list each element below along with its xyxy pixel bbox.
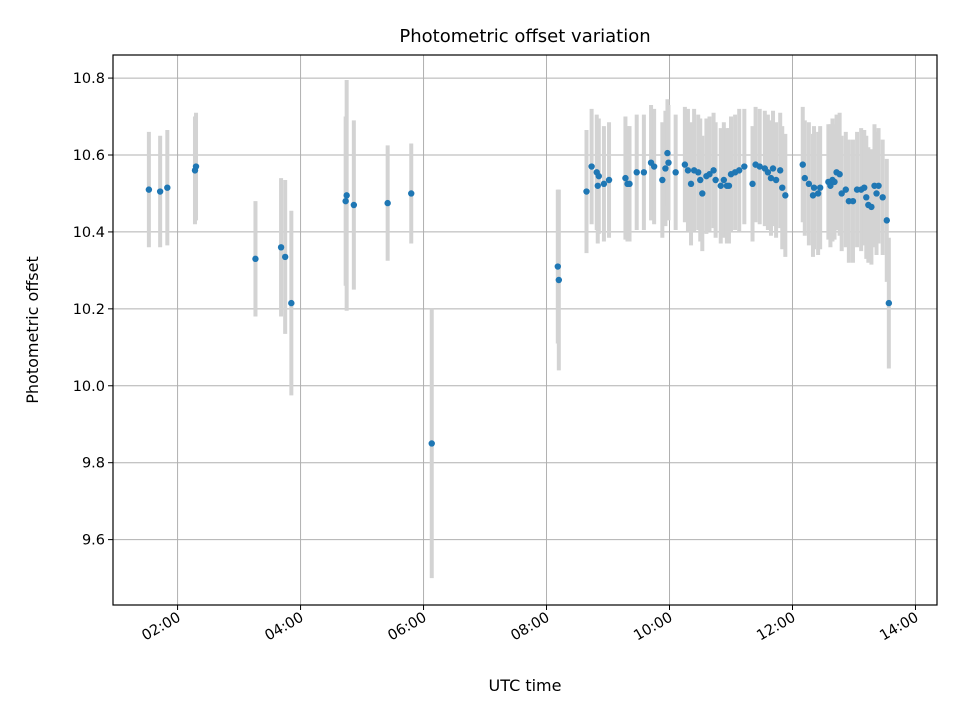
data-point xyxy=(720,176,728,184)
x-axis-label: UTC time xyxy=(489,676,562,695)
data-point xyxy=(801,174,808,182)
y-tick-label: 10.6 xyxy=(73,148,105,164)
data-point xyxy=(622,174,629,182)
data-point xyxy=(681,161,689,168)
data-point xyxy=(827,182,834,189)
chart-title: Photometric offset variation xyxy=(399,26,650,47)
data-point xyxy=(749,180,756,188)
data-point xyxy=(816,184,824,191)
y-tick-label: 10.8 xyxy=(73,71,105,87)
data-point xyxy=(767,174,775,182)
data-point xyxy=(782,192,789,199)
y-tick-label: 10.0 xyxy=(73,379,105,395)
data-point xyxy=(879,194,886,201)
data-point xyxy=(156,188,164,195)
data-point xyxy=(764,169,772,176)
data-point xyxy=(555,276,563,284)
data-point xyxy=(838,190,845,197)
data-point xyxy=(192,163,200,170)
data-point xyxy=(428,440,435,447)
data-point xyxy=(554,263,561,270)
data-point xyxy=(883,217,890,224)
data-point xyxy=(873,190,880,197)
data-point xyxy=(868,203,875,211)
data-point xyxy=(342,197,349,205)
data-point xyxy=(697,176,704,184)
data-point xyxy=(665,159,672,166)
data-point xyxy=(583,188,590,195)
y-tick-label: 9.6 xyxy=(82,533,105,549)
data-point xyxy=(626,180,633,188)
plot-frame xyxy=(112,54,938,606)
data-point xyxy=(735,167,743,174)
data-point xyxy=(164,184,171,191)
y-tick-label: 10.2 xyxy=(73,302,105,318)
data-point xyxy=(814,190,822,197)
data-point xyxy=(633,169,640,176)
data-point xyxy=(699,190,706,197)
data-point xyxy=(836,171,843,178)
data-point xyxy=(605,176,613,184)
data-point xyxy=(662,165,669,172)
y-tick-label: 10.4 xyxy=(73,225,105,241)
data-point xyxy=(594,182,601,189)
data-point xyxy=(684,167,692,174)
data-point xyxy=(664,149,671,157)
data-point xyxy=(809,192,817,199)
data-point xyxy=(277,244,285,251)
data-point xyxy=(350,201,358,209)
data-point xyxy=(595,172,602,180)
data-point xyxy=(281,253,289,261)
y-tick-label: 9.8 xyxy=(82,456,105,472)
data-point xyxy=(779,184,786,191)
y-axis-label: Photometric offset xyxy=(23,256,42,404)
data-point xyxy=(756,163,763,170)
data-point xyxy=(343,192,350,199)
data-point xyxy=(710,167,717,174)
data-point xyxy=(288,299,295,307)
data-point xyxy=(776,167,784,174)
data-point xyxy=(408,190,415,197)
data-point xyxy=(725,182,733,189)
data-point xyxy=(672,169,679,176)
data-point xyxy=(650,163,658,170)
data-point xyxy=(712,176,719,184)
data-point xyxy=(659,176,666,184)
data-point xyxy=(849,197,857,205)
data-point xyxy=(640,169,648,176)
data-point xyxy=(252,255,259,263)
data-point xyxy=(769,165,777,172)
data-point xyxy=(805,180,813,188)
data-point xyxy=(741,163,748,170)
data-point xyxy=(842,186,849,193)
data-point xyxy=(772,176,780,184)
data-point xyxy=(875,182,882,189)
marker-layer xyxy=(145,149,893,447)
data-point xyxy=(687,180,695,188)
data-point xyxy=(885,299,893,307)
data-point xyxy=(810,184,818,191)
data-point xyxy=(799,161,806,168)
data-point xyxy=(695,169,702,176)
data-point xyxy=(706,171,713,178)
data-point xyxy=(588,163,595,170)
data-point xyxy=(600,180,608,188)
data-point xyxy=(863,194,870,201)
data-point xyxy=(831,178,838,186)
data-point xyxy=(384,199,391,207)
data-point xyxy=(717,182,724,189)
data-point xyxy=(145,186,153,193)
data-point xyxy=(861,184,868,191)
